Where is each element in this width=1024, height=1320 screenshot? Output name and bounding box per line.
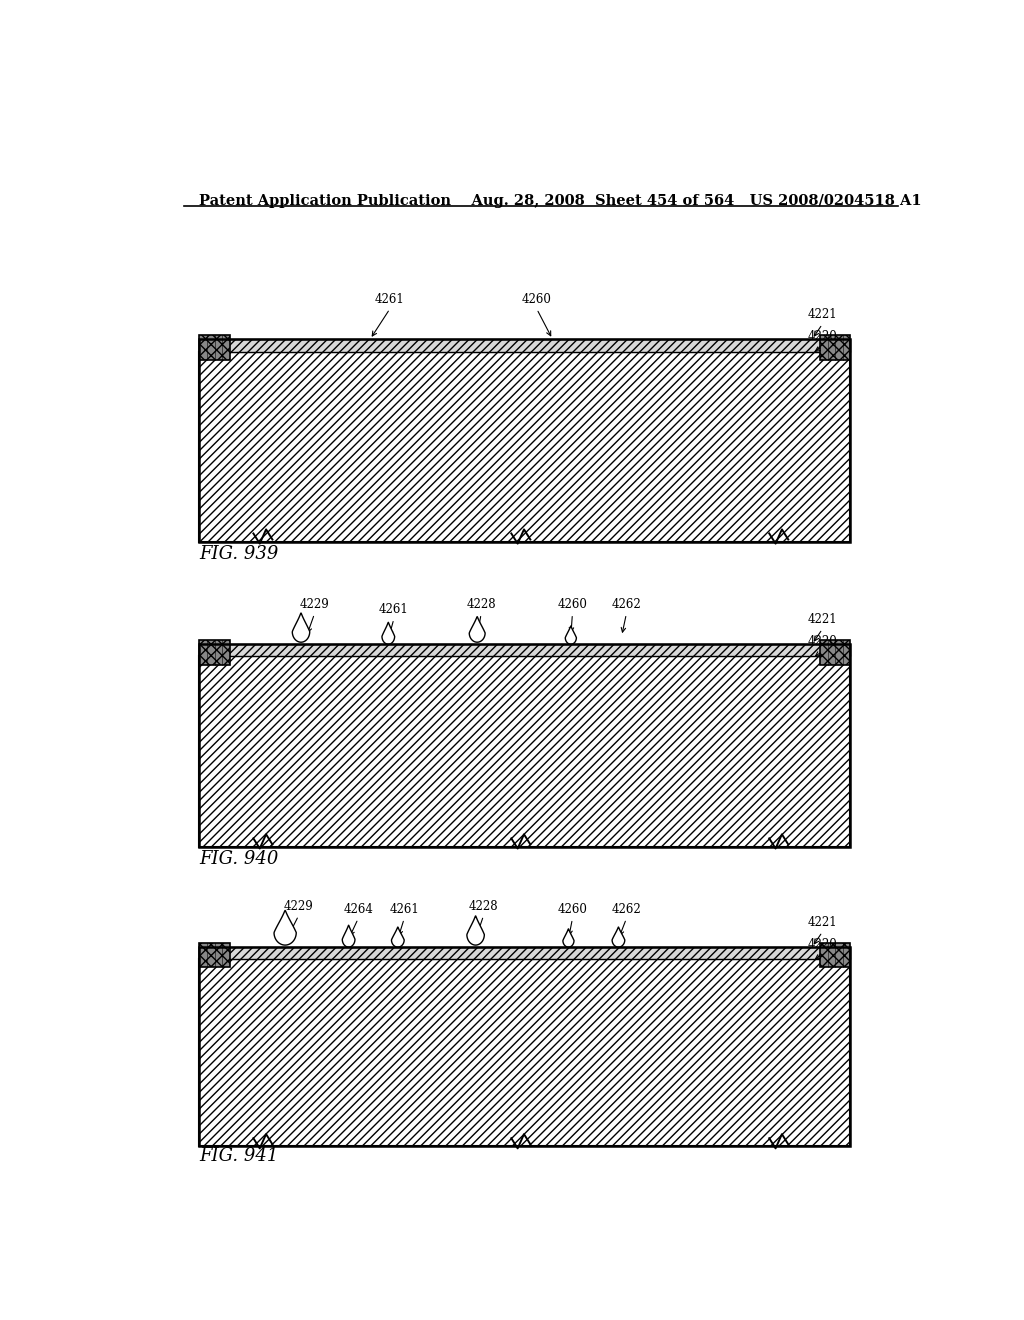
- Polygon shape: [391, 927, 404, 948]
- Bar: [200, 644, 850, 846]
- Text: 4220: 4220: [808, 330, 838, 343]
- Text: 4221: 4221: [808, 612, 838, 626]
- Bar: [200, 339, 850, 351]
- Bar: [200, 656, 850, 846]
- Text: 4220: 4220: [808, 939, 838, 952]
- Bar: [200, 942, 229, 968]
- Text: 4264: 4264: [343, 903, 373, 916]
- Text: 4261: 4261: [379, 603, 409, 615]
- Text: 4228: 4228: [469, 899, 499, 912]
- Bar: [820, 640, 850, 664]
- Polygon shape: [612, 927, 625, 948]
- Bar: [200, 644, 850, 656]
- Text: 4221: 4221: [808, 916, 838, 929]
- Text: 4260: 4260: [522, 293, 552, 306]
- Text: 4261: 4261: [375, 293, 404, 306]
- Polygon shape: [467, 916, 484, 945]
- Text: 4229: 4229: [284, 899, 313, 912]
- Text: 4261: 4261: [389, 903, 419, 916]
- Polygon shape: [565, 626, 577, 644]
- Bar: [200, 351, 850, 541]
- Polygon shape: [274, 911, 296, 945]
- Text: Patent Application Publication    Aug. 28, 2008  Sheet 454 of 564   US 2008/0204: Patent Application Publication Aug. 28, …: [200, 194, 922, 209]
- Text: 4262: 4262: [611, 903, 641, 916]
- Polygon shape: [342, 925, 355, 948]
- Text: FIG. 939: FIG. 939: [200, 545, 279, 562]
- Text: 4260: 4260: [557, 903, 588, 916]
- Text: FIG. 941: FIG. 941: [200, 1147, 279, 1166]
- Bar: [200, 960, 850, 1146]
- Text: 4262: 4262: [611, 598, 641, 611]
- Bar: [200, 948, 850, 960]
- Text: FIG. 940: FIG. 940: [200, 850, 279, 867]
- Polygon shape: [469, 616, 485, 643]
- Bar: [820, 335, 850, 359]
- Text: 4220: 4220: [808, 635, 838, 648]
- Bar: [200, 948, 850, 1146]
- Text: 4229: 4229: [300, 598, 330, 611]
- Bar: [200, 335, 229, 359]
- Text: 4221: 4221: [808, 308, 838, 321]
- Polygon shape: [382, 623, 394, 644]
- Bar: [200, 640, 229, 664]
- Polygon shape: [563, 929, 574, 948]
- Polygon shape: [292, 612, 309, 643]
- Bar: [200, 339, 850, 541]
- Text: 4228: 4228: [466, 598, 496, 611]
- Bar: [820, 942, 850, 968]
- Text: 4260: 4260: [557, 598, 588, 611]
